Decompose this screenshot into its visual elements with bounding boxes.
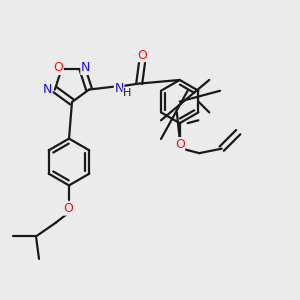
Text: N: N [114, 82, 124, 94]
Text: N: N [43, 83, 52, 96]
Text: O: O [175, 138, 185, 151]
Text: N: N [81, 61, 90, 74]
Text: O: O [64, 202, 73, 215]
Text: O: O [137, 49, 147, 62]
Text: H: H [123, 88, 131, 98]
Text: O: O [53, 61, 63, 74]
